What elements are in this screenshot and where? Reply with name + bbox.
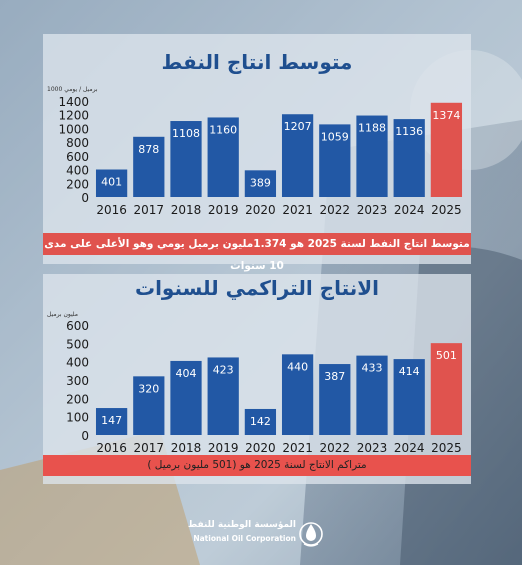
cumulative-production-bar-chart: 0 100 200 300 400 500 600 147 2016 320 2017 404 2018… [66, 319, 463, 455]
bar-2024 [393, 359, 425, 435]
chart-caption: متوسط انتاج النفط لسنة 2025 هو 1.374مليو… [43, 233, 471, 272]
bar-2024 [393, 119, 425, 197]
bar-2022 [319, 364, 351, 435]
y-tick-label: 1400 [58, 95, 89, 109]
y-tick-label: 400 [66, 164, 89, 178]
bar-value-label: 1108 [172, 127, 200, 140]
bar-2021 [281, 114, 314, 197]
bar-2017 [133, 136, 165, 197]
bar-value-label: 440 [287, 360, 308, 373]
y-tick-label: 0 [81, 429, 89, 443]
bar-2023 [356, 355, 388, 435]
bar-value-label: 433 [362, 362, 383, 375]
y-tick-label: 800 [66, 136, 89, 150]
x-tick-label: 2020 [245, 441, 276, 455]
y-tick-label: 500 [66, 337, 89, 351]
bar-2020 [244, 170, 277, 197]
y-tick-label: 1000 [58, 122, 89, 136]
chart-caption: متراكم الانتاج لسنة 2025 هو (501 مليون ب… [43, 455, 471, 476]
y-tick-label: 100 [66, 411, 89, 425]
y-tick-label: 300 [66, 374, 89, 388]
y-tick-label: 200 [66, 177, 89, 191]
bar-value-label: 404 [176, 367, 197, 380]
x-tick-label: 2019 [208, 441, 239, 455]
bar-2023 [356, 115, 388, 197]
y-tick-label: 600 [66, 150, 89, 164]
bar-value-label: 1207 [284, 120, 312, 133]
bar-value-label: 1160 [209, 123, 237, 136]
bar-2025 [430, 343, 463, 435]
bar-2022 [319, 124, 351, 197]
bar-value-label: 1374 [432, 109, 460, 122]
bar-value-label: 147 [101, 414, 122, 427]
bar-2017 [133, 376, 165, 435]
x-tick-label: 2018 [171, 203, 202, 217]
x-tick-label: 2021 [282, 441, 313, 455]
bar-2019 [207, 357, 239, 435]
chart-title: الانتاج التراكمي للسنوات [134, 276, 380, 300]
chart-title: متوسط انتاج النفط [161, 50, 353, 74]
x-tick-label: 2025 [431, 203, 462, 217]
x-tick-label: 2017 [134, 203, 165, 217]
x-tick-label: 2016 [96, 441, 127, 455]
x-tick-label: 2025 [431, 441, 462, 455]
bar-value-label: 401 [101, 176, 122, 189]
footer-branding: المؤسسة الوطنية للنفط National Oil Corpo… [188, 517, 324, 557]
y-tick-label: 200 [66, 392, 89, 406]
y-axis-unit: مليون برميل [47, 311, 78, 318]
bar-2016 [95, 169, 128, 197]
bar-value-label: 1059 [321, 130, 349, 143]
bar-value-label: 501 [436, 349, 457, 362]
x-tick-label: 2017 [134, 441, 165, 455]
panel-cumulative-production: الانتاج التراكمي للسنوات مليون برميل 0 10… [43, 274, 471, 484]
y-tick-label: 0 [81, 191, 89, 205]
noc-logo-icon [299, 522, 323, 547]
x-tick-label: 2019 [208, 203, 239, 217]
bar-value-label: 387 [324, 370, 345, 383]
bar-value-label: 142 [250, 415, 271, 428]
x-tick-label: 2022 [320, 441, 351, 455]
bar-value-label: 414 [399, 365, 420, 378]
x-tick-label: 2016 [96, 203, 127, 217]
panel-oil-production-average: متوسط انتاج النفط 1000 برميل / يومي 0 200… [43, 34, 471, 272]
bar-2020 [244, 408, 277, 435]
bar-2018 [170, 360, 202, 435]
bar-value-label: 1188 [358, 122, 386, 135]
y-axis-unit: 1000 برميل / يومي [47, 86, 98, 93]
bar-value-label: 423 [213, 363, 234, 376]
x-tick-label: 2023 [357, 441, 388, 455]
x-tick-label: 2020 [245, 203, 276, 217]
y-tick-label: 1200 [58, 109, 89, 123]
x-tick-label: 2024 [394, 203, 425, 217]
bar-value-label: 1136 [395, 125, 423, 138]
x-tick-label: 2023 [357, 203, 388, 217]
bar-2016 [95, 408, 128, 435]
org-name-arabic: المؤسسة الوطنية للنفط [187, 520, 296, 530]
bar-2025 [430, 102, 463, 197]
bar-value-label: 320 [138, 382, 159, 395]
org-name-english: National Oil Corporation [193, 534, 296, 543]
bar-value-label: 389 [250, 176, 271, 189]
x-tick-label: 2021 [282, 203, 313, 217]
y-tick-label: 600 [66, 319, 89, 333]
x-tick-label: 2022 [320, 203, 351, 217]
bar-2019 [207, 117, 239, 197]
x-tick-label: 2024 [394, 441, 425, 455]
y-tick-label: 400 [66, 356, 89, 370]
bar-value-label: 878 [138, 143, 159, 156]
bar-2021 [281, 354, 314, 435]
x-tick-label: 2018 [171, 441, 202, 455]
bar-2018 [170, 121, 202, 197]
